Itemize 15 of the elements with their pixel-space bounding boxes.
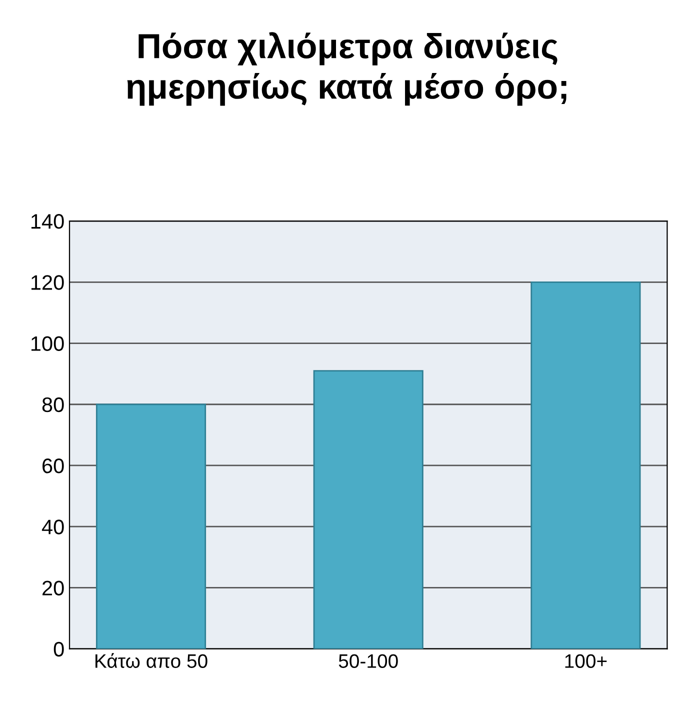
- x-tick-label: Κάτω απο 50: [96, 653, 208, 668]
- x-tick-label: 100+: [565, 654, 607, 668]
- y-tick-label: 60: [42, 458, 64, 474]
- bar: [313, 370, 424, 649]
- y-tick-label: 100: [31, 336, 64, 352]
- y-tick-label: 140: [31, 214, 64, 229]
- y-tick-label: 80: [42, 397, 64, 412]
- y-tick-label: 20: [42, 580, 64, 596]
- bar: [530, 281, 641, 649]
- chart-title: Πόσα χιλιόμετρα διανύεις ημερησίως κατά μέσο όρο;: [127, 32, 566, 106]
- y-tick-label: 0: [54, 642, 64, 657]
- x-tick-label: 50-100: [338, 654, 398, 668]
- y-tick-label: 120: [31, 275, 64, 290]
- bar: [96, 404, 206, 649]
- y-tick-label: 40: [42, 520, 64, 534]
